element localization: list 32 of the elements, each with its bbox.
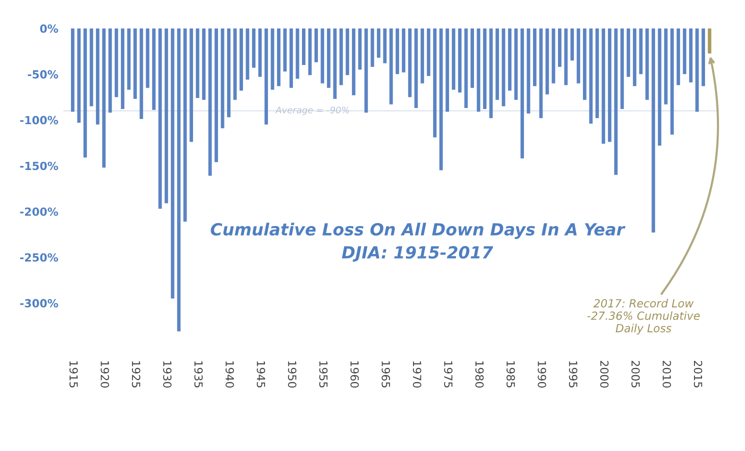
text: DJIA: 1915-2017	[342, 246, 494, 262]
y-tick-label: -300%	[20, 299, 58, 308]
x-tick-label: 1970	[412, 361, 422, 388]
x-tick-label: 2005	[631, 360, 640, 388]
text: Cumulative Loss On All Down Days In A Year	[210, 222, 626, 239]
x-tick-label: 1965	[382, 361, 390, 388]
x-tick-label: 1980	[475, 361, 484, 388]
x-tick-label: 2015	[694, 360, 702, 388]
x-tick-label: 1930	[163, 361, 172, 388]
ref-line-label: Average = -90%	[275, 106, 350, 116]
y-tick-label: -200%	[20, 207, 58, 216]
y-tick-label: -150%	[20, 162, 58, 170]
x-tick-label: 1920	[100, 361, 110, 388]
x-tick-label: 2000	[600, 360, 609, 388]
y-tick-label: -250%	[20, 253, 58, 262]
x-tick-label: 2010	[662, 360, 672, 388]
x-tick-label: 1945	[256, 361, 266, 388]
y-tick-label: -50%	[28, 70, 58, 79]
x-tick-label: 1960	[350, 361, 359, 388]
x-tick-label: 1990	[538, 361, 546, 388]
x-tick-label: 1915	[69, 361, 78, 388]
x-tick-label: 1985	[506, 361, 515, 388]
x-tick-label: 1975	[444, 361, 452, 388]
x-tick-label: 1950	[288, 361, 296, 388]
y-tick-label: -100%	[20, 116, 58, 124]
x-tick-label: 1955	[319, 361, 328, 388]
y-tick-label: 0%	[40, 24, 58, 33]
x-tick-label: 1925	[132, 361, 140, 388]
annotation: 2017: Record Low -27.36% Cumulative Daily Loss	[587, 298, 700, 335]
x-tick-label: 1995	[568, 361, 578, 388]
x-tick-label: 1935	[194, 361, 203, 388]
x-tick-label: 1940	[226, 361, 234, 388]
